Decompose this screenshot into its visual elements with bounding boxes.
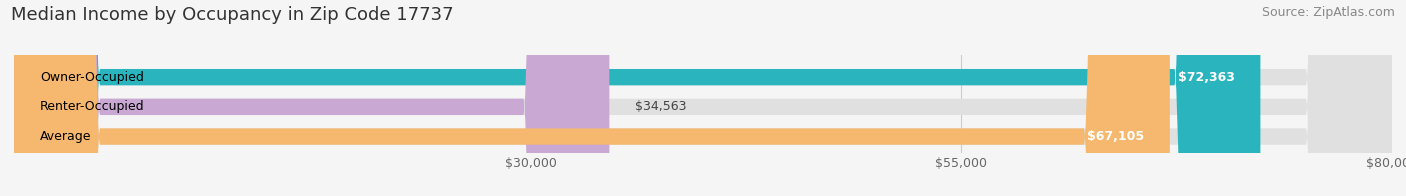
Text: Owner-Occupied: Owner-Occupied [39,71,143,84]
Text: Average: Average [39,130,91,143]
FancyBboxPatch shape [14,0,609,196]
FancyBboxPatch shape [14,0,1260,196]
Text: $67,105: $67,105 [1087,130,1144,143]
Text: $72,363: $72,363 [1178,71,1234,84]
Text: Source: ZipAtlas.com: Source: ZipAtlas.com [1261,6,1395,19]
Text: Renter-Occupied: Renter-Occupied [39,100,145,113]
FancyBboxPatch shape [14,0,1392,196]
FancyBboxPatch shape [14,0,1392,196]
FancyBboxPatch shape [14,0,1170,196]
Text: Median Income by Occupancy in Zip Code 17737: Median Income by Occupancy in Zip Code 1… [11,6,454,24]
FancyBboxPatch shape [14,0,1392,196]
Text: $34,563: $34,563 [636,100,686,113]
